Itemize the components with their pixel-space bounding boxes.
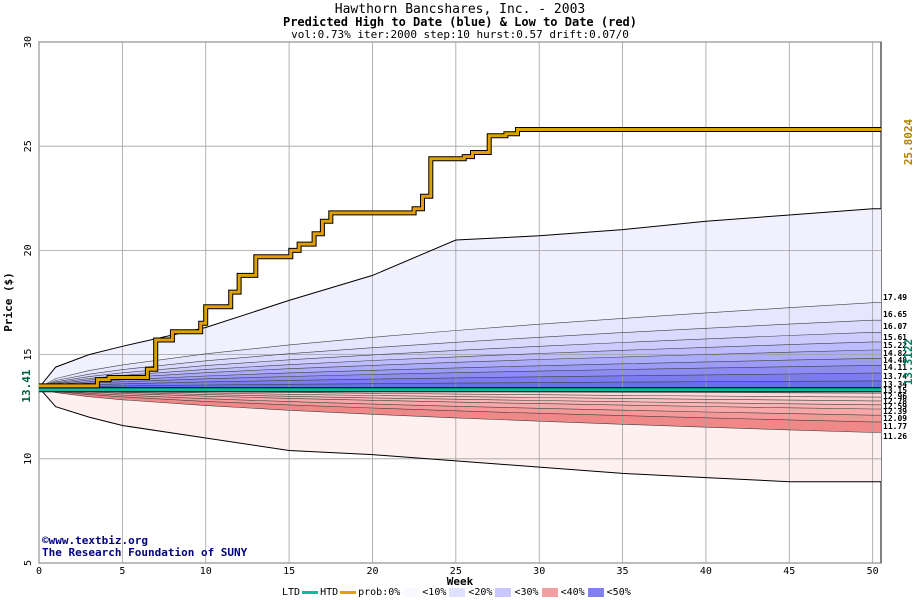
high-quantile-label: 14.82 — [883, 349, 907, 358]
x-tick-label: 10 — [200, 566, 212, 577]
low-quantile-label: 12.96 — [883, 392, 907, 401]
low-quantile-label: 13.34 — [883, 380, 907, 389]
x-tick-label: 20 — [366, 566, 378, 577]
quantile-line-17 — [38, 387, 881, 433]
high-quantile-label: 15.61 — [883, 333, 907, 342]
quantile-line-6 — [38, 365, 881, 388]
y-tick-label: 5 — [23, 560, 34, 566]
upper-envelope-line — [38, 208, 881, 389]
chart-legend: LTD HTD prob:0% <10% <20% <30% <40% <50% — [282, 587, 631, 598]
x-tick-label: 5 — [119, 566, 125, 577]
low-quantile-label: 12.09 — [883, 414, 907, 423]
legend-htd-label: HTD — [320, 587, 339, 598]
x-tick-label: 40 — [700, 566, 712, 577]
y-tick-label: 25 — [23, 140, 34, 152]
x-tick-label: 30 — [533, 566, 545, 577]
y-axis-title: Price ($) — [2, 272, 15, 332]
x-tick-label: 15 — [283, 566, 295, 577]
htd-final-label: 25.8024 — [902, 118, 915, 165]
low-quantile-label: 11.77 — [883, 422, 907, 431]
x-tick-label: 45 — [783, 566, 795, 577]
legend-p50-label: <50% — [606, 587, 631, 598]
legend-p30-label: <30% — [514, 587, 539, 598]
ltd-final-label: 13.3122 — [902, 339, 915, 385]
legend-ltd-swatch — [302, 591, 319, 594]
quantile-line-3 — [38, 341, 881, 388]
high-quantile-label: 13.74 — [883, 372, 907, 381]
y-tick-label: 10 — [23, 453, 34, 465]
quantile-line-0 — [38, 302, 881, 388]
low-quantile-label: 11.26 — [883, 432, 907, 441]
low-quantile-label: 12.39 — [883, 407, 907, 416]
legend-swatch-10 — [448, 587, 467, 598]
legend-swatch-0 — [402, 587, 421, 598]
quantile-line-4 — [38, 349, 881, 388]
y-tick-label: 20 — [23, 244, 34, 256]
legend-swatch-40 — [586, 587, 605, 598]
low-quantile-label: 12.78 — [883, 397, 907, 406]
y-tick-label: 15 — [23, 349, 34, 361]
chart-subtitle: Predicted High to Date (blue) & Low to D… — [282, 15, 637, 29]
x-tick-label: 35 — [617, 566, 629, 577]
quantile-line-15 — [38, 387, 881, 416]
start-price-label: 13.41 — [20, 369, 33, 402]
legend-htd-swatch — [340, 591, 357, 594]
credit-organization: The Research Foundation of SUNY — [42, 546, 248, 559]
chart-title: Hawthorn Bancshares, Inc. - 2003 — [334, 2, 586, 17]
y-tick-label: 30 — [23, 36, 34, 48]
quantile-line-16 — [38, 387, 881, 423]
high-quantile-label: 16.65 — [883, 310, 907, 319]
quantile-line-2 — [38, 331, 881, 388]
low-quantile-label: 13.15 — [883, 386, 907, 395]
legend-swatch-30 — [540, 587, 559, 598]
high-quantile-label: 17.49 — [883, 293, 907, 302]
legend-p20-label: <20% — [468, 587, 493, 598]
legend-p40-label: <40% — [560, 587, 585, 598]
credit-website: ©www.textbiz.org — [42, 534, 148, 547]
high-quantile-label: 15.22 — [883, 341, 907, 350]
x-tick-label: 25 — [450, 566, 462, 577]
high-quantile-label: 14.48 — [883, 356, 907, 365]
x-tick-label: 0 — [36, 566, 42, 577]
htd-line — [39, 128, 881, 388]
x-tick-label: 50 — [867, 566, 879, 577]
chart-params: vol:0.73% iter:2000 step:10 hurst:0.57 d… — [291, 28, 629, 41]
lower-envelope-line — [38, 387, 881, 483]
high-quantile-band-8 — [39, 380, 881, 388]
legend-swatch-20 — [494, 587, 513, 598]
low-quantile-label: 12.59 — [883, 402, 907, 411]
quantile-line-1 — [38, 319, 881, 388]
x-axis-title: Week — [447, 575, 474, 588]
legend-prob-label: prob:0% — [358, 587, 401, 598]
legend-p10-label: <10% — [422, 587, 447, 598]
quantile-line-5 — [38, 358, 881, 388]
high-quantile-label: 14.11 — [883, 363, 907, 372]
high-quantile-label: 16.07 — [883, 322, 907, 331]
legend-ltd-label: LTD — [282, 587, 301, 598]
